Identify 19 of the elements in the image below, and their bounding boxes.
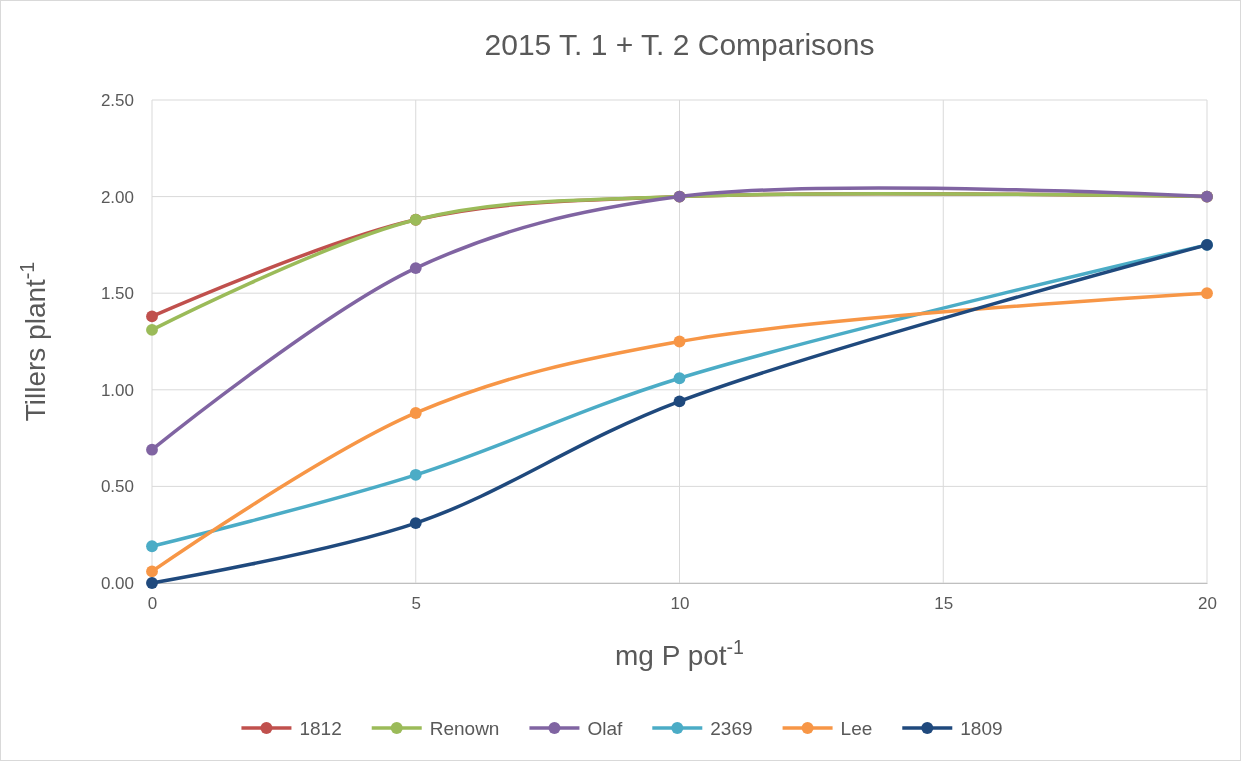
legend-label: Lee [840,717,873,739]
y-tick-label: 0.00 [100,573,134,593]
legend-label: 2369 [710,717,753,739]
x-tick-label: 10 [670,594,690,614]
x-tick-label: 20 [1198,594,1217,614]
x-axis-title: mg P pot$^{-1}$ [615,636,744,671]
y-tick-label: 2.00 [100,187,134,207]
legend-label: 1809 [960,717,1003,739]
y-tick-label: 1.50 [100,284,134,304]
chart-title: 2015 T. 1 + T. 2 Comparisons [484,28,875,61]
legend-label: Olaf [587,717,623,739]
legend-label: Renown [429,717,500,739]
x-tick-label: 0 [147,594,158,614]
y-tick-label: 0.50 [100,477,134,497]
x-tick-label: 15 [934,594,954,614]
legend-label: 1812 [299,717,342,739]
y-tick-label: 2.50 [100,90,134,110]
x-tick-label: 5 [411,594,421,614]
y-tick-label: 1.00 [100,380,134,400]
